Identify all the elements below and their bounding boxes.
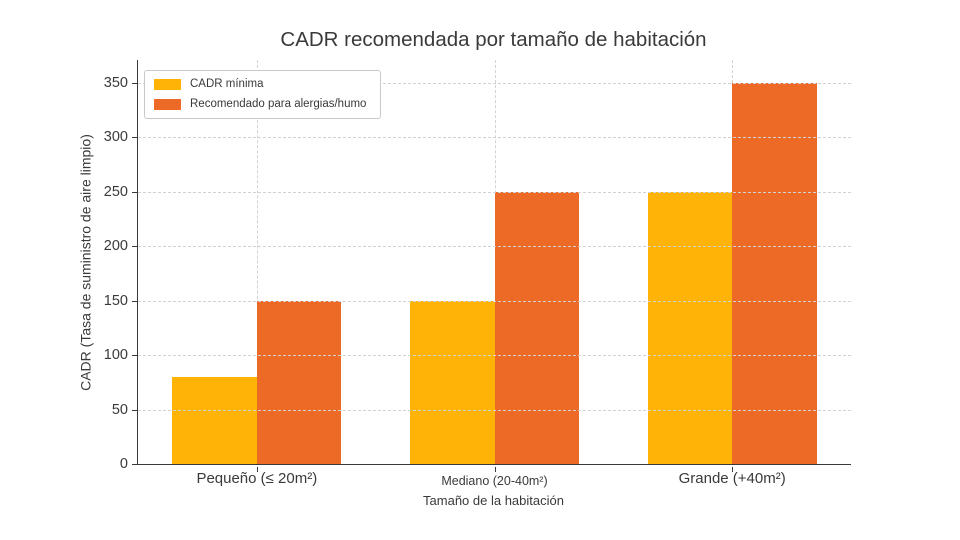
y-tick-label: 100 [103, 347, 128, 364]
x-axis-tick [256, 467, 258, 472]
horizontal-gridline [138, 355, 851, 357]
horizontal-gridline [138, 409, 851, 411]
y-tick-label: 300 [103, 129, 128, 146]
horizontal-gridline [138, 82, 851, 84]
vertical-gridline [256, 60, 258, 464]
y-tick-label: 150 [103, 292, 128, 309]
y-axis-tick [132, 300, 137, 302]
x-axis-label: Tamaño de la habitación [423, 493, 564, 508]
y-axis-tick [132, 409, 137, 411]
legend-swatch [154, 79, 181, 90]
bar [494, 191, 579, 464]
horizontal-gridline [138, 246, 851, 248]
chart-title: CADR recomendada por tamaño de habitació… [280, 28, 707, 51]
legend-label: CADR mínima [190, 78, 264, 90]
legend-item: Recomendado para alergias/humo [154, 98, 366, 111]
bar [647, 191, 733, 464]
bar [256, 300, 342, 464]
x-tick-label: Pequeño (≤ 20m²) [196, 470, 318, 487]
y-tick-label: 50 [111, 401, 128, 418]
y-tick-label: 200 [103, 238, 128, 255]
y-axis-tick [132, 137, 137, 139]
x-axis-tick [732, 467, 734, 472]
y-tick-label: 250 [103, 183, 128, 200]
x-tick-label: Mediano (20-40m²) [441, 474, 548, 488]
legend-item: CADR mínima [154, 78, 366, 91]
horizontal-gridline [138, 300, 851, 302]
bar [172, 376, 257, 464]
legend-swatch [154, 99, 181, 110]
bar [410, 300, 495, 464]
horizontal-gridline [138, 137, 851, 139]
bar [732, 82, 817, 464]
plot-area: CADR mínima Recomendado para alergias/hum… [104, 60, 851, 488]
y-axis-tick [132, 355, 137, 357]
x-axis-tick [494, 467, 496, 472]
y-axis-tick [132, 246, 137, 248]
x-tick-label: Grande (+40m²) [678, 470, 786, 487]
horizontal-gridline [138, 191, 851, 193]
y-axis-tick [132, 191, 137, 193]
y-tick-label: 350 [103, 74, 128, 91]
y-tick-label: 0 [119, 456, 128, 472]
legend-label: Recomendado para alergias/humo [190, 98, 367, 110]
y-axis-tick [132, 82, 137, 84]
legend: CADR mínima Recomendado para alergias/hum… [144, 70, 382, 119]
y-axis-tick [132, 464, 137, 465]
